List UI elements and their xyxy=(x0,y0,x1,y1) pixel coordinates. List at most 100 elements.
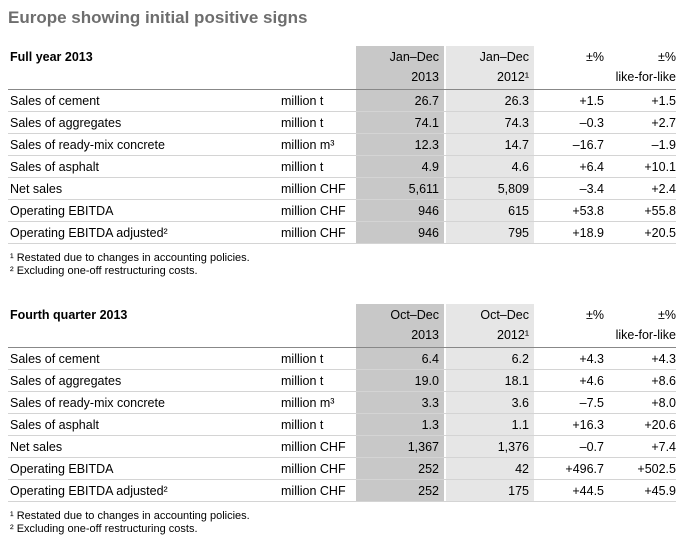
table-row: Sales of ready-mix concrete million m³ 12.… xyxy=(8,134,676,156)
lfl-value: –1.9 xyxy=(651,137,676,152)
footnote-one-off: ² Excluding one-off restructuring costs. xyxy=(10,523,198,535)
change-value: –0.3 xyxy=(579,115,604,130)
prior-value: 795 xyxy=(446,222,534,243)
change-value: +4.6 xyxy=(579,373,604,388)
table-subheader-row: 2013 2012¹ like-for-like xyxy=(8,324,676,348)
prior-value: 74.3 xyxy=(446,112,534,133)
prior-year-header: 2012¹ xyxy=(446,324,534,347)
prior-value: 615 xyxy=(446,200,534,221)
row-label: Sales of aggregates xyxy=(10,373,122,388)
table-row: Sales of ready-mix concrete million m³ 3.3… xyxy=(8,392,676,414)
row-unit: million CHF xyxy=(281,439,346,454)
unit-header xyxy=(281,304,356,324)
lfl-value: +2.4 xyxy=(651,181,676,196)
current-value: 4.9 xyxy=(356,156,444,177)
change-value: +18.9 xyxy=(572,225,604,240)
prior-period-header: Oct–Dec xyxy=(446,304,534,324)
lfl-value: +8.6 xyxy=(651,373,676,388)
current-value: 12.3 xyxy=(356,134,444,155)
row-unit: million CHF xyxy=(281,225,346,240)
prior-value: 5,809 xyxy=(446,178,534,199)
row-unit: million t xyxy=(281,373,324,388)
table-row: Sales of aggregates million t 19.0 18.1 +4.6… xyxy=(8,370,676,392)
row-label: Sales of aggregates xyxy=(10,115,122,130)
row-label: Sales of ready-mix concrete xyxy=(10,137,165,152)
table-row: Operating EBITDA million CHF 252 42 +496.7 +5… xyxy=(8,458,676,480)
change-header: ±% xyxy=(586,308,604,322)
current-value: 6.4 xyxy=(356,348,444,369)
row-label: Sales of ready-mix concrete xyxy=(10,395,165,410)
prior-value: 42 xyxy=(446,458,534,479)
change-value: –0.7 xyxy=(579,439,604,454)
row-label: Sales of asphalt xyxy=(10,159,99,174)
footnotes: ¹ Restated due to changes in accounting … xyxy=(10,252,250,278)
current-value: 946 xyxy=(356,200,444,221)
fourth-quarter-table: Fourth quarter 2013 Oct–Dec Oct–Dec ±% ±… xyxy=(8,304,676,502)
table-row: Sales of cement million t 6.4 6.2 +4.3 +4.3 xyxy=(8,348,676,370)
current-value: 1,367 xyxy=(356,436,444,457)
table-subheader-row: 2013 2012¹ like-for-like xyxy=(8,66,676,90)
table-row: Operating EBITDA million CHF 946 615 +53.8 +5… xyxy=(8,200,676,222)
row-label: Net sales xyxy=(10,181,63,196)
prior-period-header: Jan–Dec xyxy=(446,46,534,66)
footnote-restated: ¹ Restated due to changes in accounting … xyxy=(10,510,250,522)
table-row: Operating EBITDA adjusted² million CHF 946… xyxy=(8,222,676,244)
lfl-value: +8.0 xyxy=(651,395,676,410)
change-subheader xyxy=(534,66,606,89)
current-year-header: 2013 xyxy=(356,66,444,89)
row-label: Operating EBITDA adjusted² xyxy=(10,483,168,498)
change-value: +44.5 xyxy=(572,483,604,498)
row-label: Operating EBITDA xyxy=(10,203,114,218)
table-row: Sales of asphalt million t 1.3 1.1 +16.3 +20.… xyxy=(8,414,676,436)
current-value: 19.0 xyxy=(356,370,444,391)
current-period-header: Jan–Dec xyxy=(356,46,444,66)
section-heading: Full year 2013 xyxy=(10,50,93,64)
row-unit: million t xyxy=(281,115,324,130)
lfl-value: +20.5 xyxy=(644,225,676,240)
row-label: Operating EBITDA adjusted² xyxy=(10,225,168,240)
lfl-value: +1.5 xyxy=(651,93,676,108)
table-row: Net sales million CHF 1,367 1,376 –0.7 +7.4 xyxy=(8,436,676,458)
change-subheader xyxy=(534,324,606,347)
table-row: Operating EBITDA adjusted² million CHF 252… xyxy=(8,480,676,502)
current-value: 252 xyxy=(356,458,444,479)
row-label: Sales of asphalt xyxy=(10,417,99,432)
table-row: Sales of aggregates million t 74.1 74.3 –0.3… xyxy=(8,112,676,134)
row-label: Operating EBITDA xyxy=(10,461,114,476)
change-value: +4.3 xyxy=(579,351,604,366)
change-value: +6.4 xyxy=(579,159,604,174)
prior-value: 6.2 xyxy=(446,348,534,369)
unit-header xyxy=(281,46,356,66)
current-value: 946 xyxy=(356,222,444,243)
row-unit: million CHF xyxy=(281,181,346,196)
lfl-value: +2.7 xyxy=(651,115,676,130)
change-value: +53.8 xyxy=(572,203,604,218)
footnotes: ¹ Restated due to changes in accounting … xyxy=(10,510,250,536)
table-body: Sales of cement million t 26.7 26.3 +1.5 +1.5… xyxy=(8,90,676,244)
current-value: 252 xyxy=(356,480,444,501)
row-unit: million t xyxy=(281,417,324,432)
row-unit: million m³ xyxy=(281,137,335,152)
lfl-header: ±% xyxy=(658,50,676,64)
lfl-value: +4.3 xyxy=(651,351,676,366)
prior-value: 1,376 xyxy=(446,436,534,457)
footnote-one-off: ² Excluding one-off restructuring costs. xyxy=(10,265,198,277)
change-value: –16.7 xyxy=(572,137,604,152)
lfl-subheader: like-for-like xyxy=(615,70,676,84)
lfl-subheader: like-for-like xyxy=(615,328,676,342)
lfl-value: +10.1 xyxy=(644,159,676,174)
row-unit: million t xyxy=(281,93,324,108)
row-unit: million CHF xyxy=(281,461,346,476)
prior-value: 4.6 xyxy=(446,156,534,177)
current-year-header: 2013 xyxy=(356,324,444,347)
row-label: Sales of cement xyxy=(10,93,100,108)
section-heading: Fourth quarter 2013 xyxy=(10,308,128,322)
change-header: ±% xyxy=(586,50,604,64)
prior-value: 175 xyxy=(446,480,534,501)
change-value: +16.3 xyxy=(572,417,604,432)
lfl-header: ±% xyxy=(658,308,676,322)
current-value: 5,611 xyxy=(356,178,444,199)
prior-value: 26.3 xyxy=(446,90,534,111)
row-unit: million CHF xyxy=(281,483,346,498)
footnote-restated: ¹ Restated due to changes in accounting … xyxy=(10,252,250,264)
